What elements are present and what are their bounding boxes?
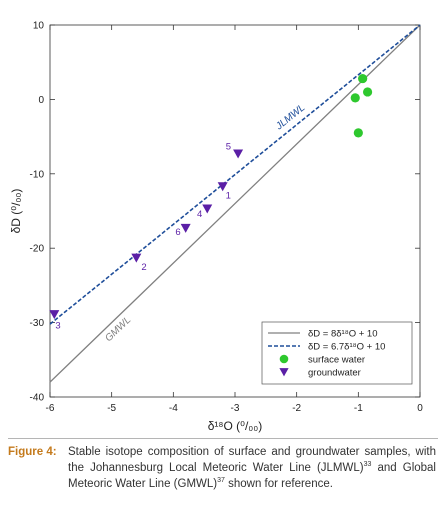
legend-series-label: surface water (308, 355, 365, 366)
groundwater-point (131, 253, 142, 263)
x-tick-label: -4 (169, 403, 178, 414)
surface-water-point (353, 128, 363, 138)
y-tick-label: -40 (30, 393, 45, 404)
legend-marker-swatch (279, 354, 289, 364)
groundwater-point-label: 2 (141, 262, 146, 273)
y-tick-label: -30 (30, 318, 45, 329)
jlmwl-line (49, 24, 421, 325)
point-labels: 3 2 6 4 1 5 (55, 142, 231, 332)
x-axis: -6 -5 -4 -3 -2 -1 0 (46, 25, 423, 414)
x-tick-label: -3 (231, 403, 240, 414)
groundwater-point-label: 5 (226, 142, 231, 153)
y-tick-label: 10 (33, 21, 45, 32)
groundwater-point (49, 310, 60, 320)
surface-water-point (362, 87, 373, 97)
groundwater-point-label: 3 (55, 320, 60, 331)
data-points (49, 73, 373, 320)
caption-divider (8, 438, 438, 439)
legend-series-label: groundwater (308, 368, 361, 379)
svg-text:δ¹⁸O (⁰/₀₀): δ¹⁸O (⁰/₀₀) (208, 419, 263, 433)
legend-box (261, 321, 413, 385)
x-axis-title: δ¹⁸O (⁰/₀₀) (208, 419, 263, 433)
y-tick-label: 0 (38, 95, 44, 106)
groundwater-point (180, 223, 191, 233)
legend-line-label: δD = 8δ¹⁸O + 10 (308, 329, 378, 340)
figure-caption: Figure 4: Stable isotope composition of … (8, 438, 438, 508)
groundwater-point (233, 149, 244, 159)
y-axis: -40 -30 -20 -10 0 10 (30, 21, 420, 404)
x-tick-label: -5 (107, 403, 116, 414)
surface-water-point (358, 73, 368, 84)
y-tick-label: -10 (30, 169, 45, 180)
caption-text: Stable isotope composition of surface an… (68, 446, 436, 490)
y-axis-title: δD (⁰/₀₀) (9, 189, 23, 234)
caption-label: Figure 4: (8, 446, 57, 458)
gmwl-line (49, 24, 421, 383)
groundwater-point-label: 6 (175, 227, 180, 238)
x-tick-label: -6 (46, 403, 55, 414)
y-tick-label: -20 (30, 244, 45, 255)
groundwater-point (202, 204, 213, 214)
groundwater-point-label: 1 (226, 190, 231, 201)
legend-marker-swatch (279, 368, 289, 377)
x-tick-label: -1 (354, 403, 363, 414)
x-tick-label: -2 (292, 403, 301, 414)
legend: δD = 8δ¹⁸O + 10 δD = 6.7δ¹⁸O + 10 surface … (261, 321, 413, 385)
legend-line-label: δD = 6.7δ¹⁸O + 10 (308, 342, 385, 353)
x-tick-label: 0 (417, 403, 423, 414)
groundwater-point-label: 4 (197, 209, 202, 220)
surface-water-point (350, 93, 360, 103)
groundwater-point (217, 182, 228, 192)
svg-text:δD (⁰/₀₀): δD (⁰/₀₀) (9, 189, 23, 234)
